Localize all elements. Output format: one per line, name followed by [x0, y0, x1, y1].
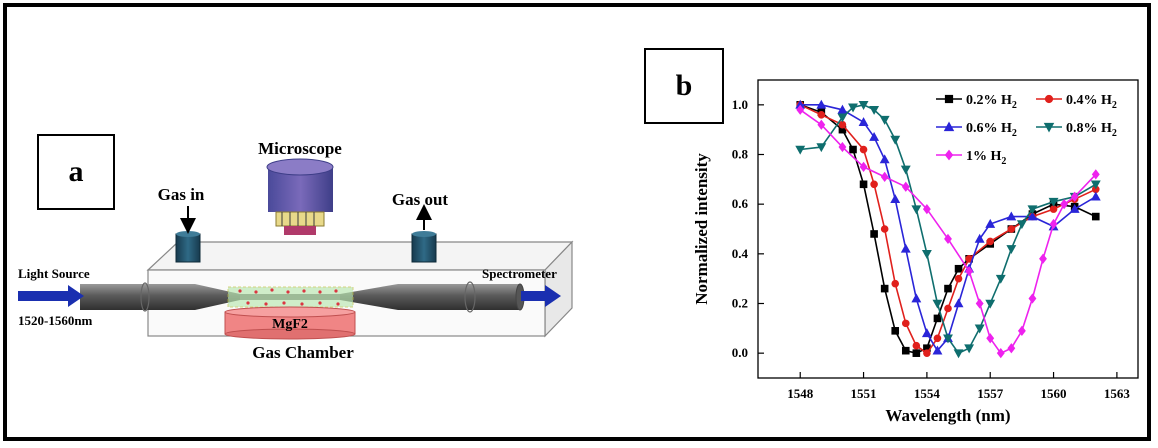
data-point: [912, 206, 920, 213]
legend-label: 0.6% H2: [966, 121, 1017, 139]
data-point: [1092, 193, 1100, 200]
data-point: [954, 350, 962, 357]
y-tick-label: 0.8: [732, 147, 749, 162]
data-point: [902, 245, 910, 252]
data-point: [871, 231, 878, 238]
legend-label: 0.8% H2: [1066, 121, 1117, 139]
data-point: [1045, 95, 1052, 102]
y-tick-label: 0.0: [732, 345, 748, 360]
data-point: [912, 294, 920, 301]
legend-label: 0.2% H2: [966, 93, 1017, 111]
data-point: [818, 111, 825, 118]
legend-label: 0.4% H2: [1066, 93, 1117, 111]
data-point: [891, 195, 899, 202]
data-point: [945, 285, 952, 292]
data-point: [923, 329, 931, 336]
data-point: [934, 315, 941, 322]
data-point: [976, 325, 984, 332]
data-point: [1050, 206, 1057, 213]
data-point: [881, 155, 889, 162]
data-point: [955, 265, 962, 272]
data-point: [860, 181, 867, 188]
data-point: [859, 118, 867, 125]
data-point: [923, 251, 931, 258]
data-point: [945, 95, 952, 102]
data-point: [839, 121, 846, 128]
x-tick-label: 1557: [977, 386, 1004, 401]
data-point: [986, 300, 994, 307]
data-point: [954, 299, 962, 306]
data-point: [902, 166, 910, 173]
x-tick-label: 1551: [851, 386, 877, 401]
data-point: [891, 136, 899, 143]
data-point: [1040, 255, 1047, 264]
data-point: [881, 173, 888, 182]
x-axis-title: Wavelength (nm): [885, 406, 1010, 425]
x-tick-label: 1548: [787, 386, 814, 401]
data-point: [933, 300, 941, 307]
data-point: [913, 350, 920, 357]
x-tick-label: 1560: [1041, 386, 1067, 401]
data-point: [1008, 226, 1015, 233]
data-point: [881, 116, 889, 123]
y-axis-title: Normalized intensity: [692, 153, 711, 305]
y-tick-label: 0.2: [732, 296, 748, 311]
data-point: [987, 238, 994, 245]
data-point: [976, 299, 983, 308]
data-point: [1007, 246, 1015, 253]
data-point: [860, 146, 867, 153]
data-point: [850, 146, 857, 153]
y-tick-label: 0.6: [732, 196, 749, 211]
data-point: [892, 280, 899, 287]
data-point: [997, 275, 1005, 282]
data-point: [1092, 213, 1099, 220]
data-point: [881, 285, 888, 292]
chart-legend: 0.2% H2 0.4% H2 0.6% H2 0.8% H2 1% H2: [936, 93, 1117, 167]
data-point: [945, 150, 952, 159]
x-tick-label: 1554: [914, 386, 941, 401]
data-point: [881, 226, 888, 233]
y-tick-label: 1.0: [732, 97, 748, 112]
data-point: [1029, 294, 1036, 303]
data-point: [913, 342, 920, 349]
data-point: [902, 347, 909, 354]
data-point: [945, 305, 952, 312]
data-point: [871, 181, 878, 188]
data-point: [924, 350, 931, 357]
series-group: [797, 106, 1099, 358]
data-point: [965, 345, 973, 352]
data-point: [934, 335, 941, 342]
legend-label: 1% H2: [966, 149, 1006, 167]
data-point: [955, 275, 962, 282]
data-point: [892, 328, 899, 335]
x-tick-label: 1563: [1104, 386, 1131, 401]
data-point: [902, 320, 909, 327]
y-tick-label: 0.4: [732, 246, 749, 261]
